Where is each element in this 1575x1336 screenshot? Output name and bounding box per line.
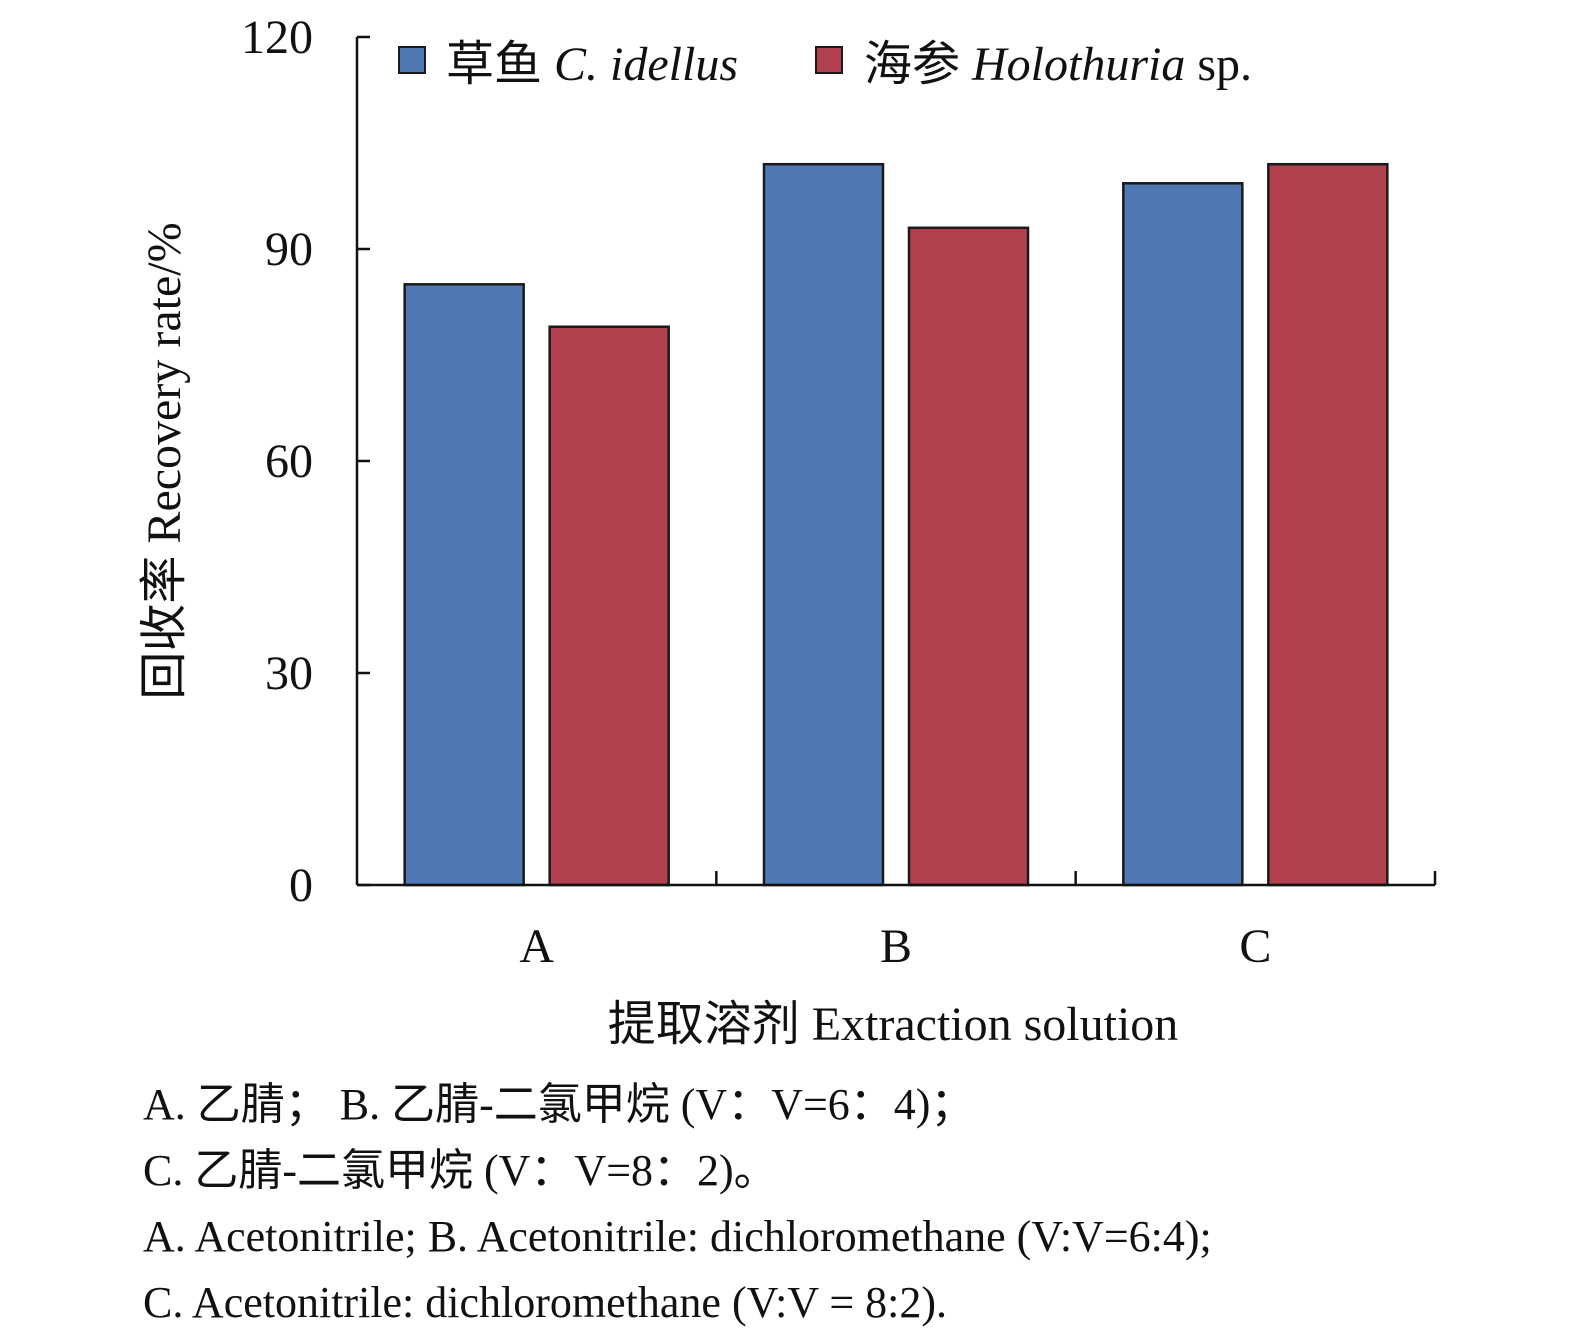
legend-swatch	[398, 46, 426, 74]
legend-label: 海参 Holothuria sp.	[864, 38, 1252, 91]
y-tick-label: 120	[241, 11, 313, 64]
bar	[403, 283, 525, 887]
ticks-layer: 0 30 60 90 120 A B C	[241, 11, 1437, 973]
y-axis-label: 回收率 Recovery rate/%	[138, 222, 191, 699]
bar	[548, 325, 670, 887]
y-tick-label: 30	[265, 647, 313, 700]
bars-layer	[403, 162, 1389, 887]
bar	[1122, 182, 1244, 887]
legend-label: 草鱼 C. idellus	[446, 38, 738, 91]
note-line: A. Acetonitrile; B. Acetonitrile: dichlo…	[143, 1212, 1212, 1261]
y-tick-label: 90	[265, 223, 313, 276]
x-tick-label: A	[519, 920, 554, 973]
legend-swatch	[815, 46, 843, 74]
note-line: A. 乙腈； B. 乙腈-二氯甲烷 (V：V=6：4)；	[143, 1080, 975, 1129]
note-line: C. Acetonitrile: dichloromethane (V:V = …	[143, 1278, 948, 1327]
bar	[907, 226, 1030, 887]
bar-chart: 0 30 60 90 120 A B C 草鱼 C. idellus 海参 Holothuria…	[138, 11, 1437, 1051]
bar	[1267, 162, 1389, 887]
x-tick-label: B	[880, 920, 912, 973]
x-axis-label: 提取溶剂 Extraction solution	[608, 998, 1179, 1051]
legend: 草鱼 C. idellus 海参 Holothuria sp.	[398, 38, 1252, 91]
figure-notes: A. 乙腈； B. 乙腈-二氯甲烷 (V：V=6：4)； C. 乙腈-二氯甲烷 …	[143, 1072, 1563, 1336]
x-tick-label: C	[1239, 920, 1271, 973]
y-tick-label: 60	[265, 435, 313, 488]
note-line: C. 乙腈-二氯甲烷 (V：V=8：2)。	[143, 1146, 778, 1195]
y-tick-label: 0	[289, 859, 313, 912]
bar	[762, 162, 885, 887]
